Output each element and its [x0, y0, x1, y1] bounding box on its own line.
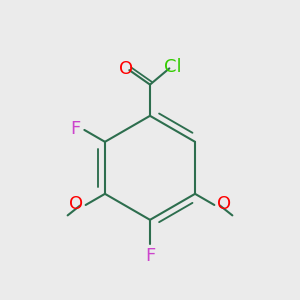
Text: Cl: Cl [164, 58, 182, 76]
Text: O: O [217, 195, 231, 213]
Text: O: O [69, 195, 83, 213]
Text: F: F [145, 247, 155, 265]
Text: F: F [70, 120, 81, 138]
Text: O: O [119, 60, 133, 78]
